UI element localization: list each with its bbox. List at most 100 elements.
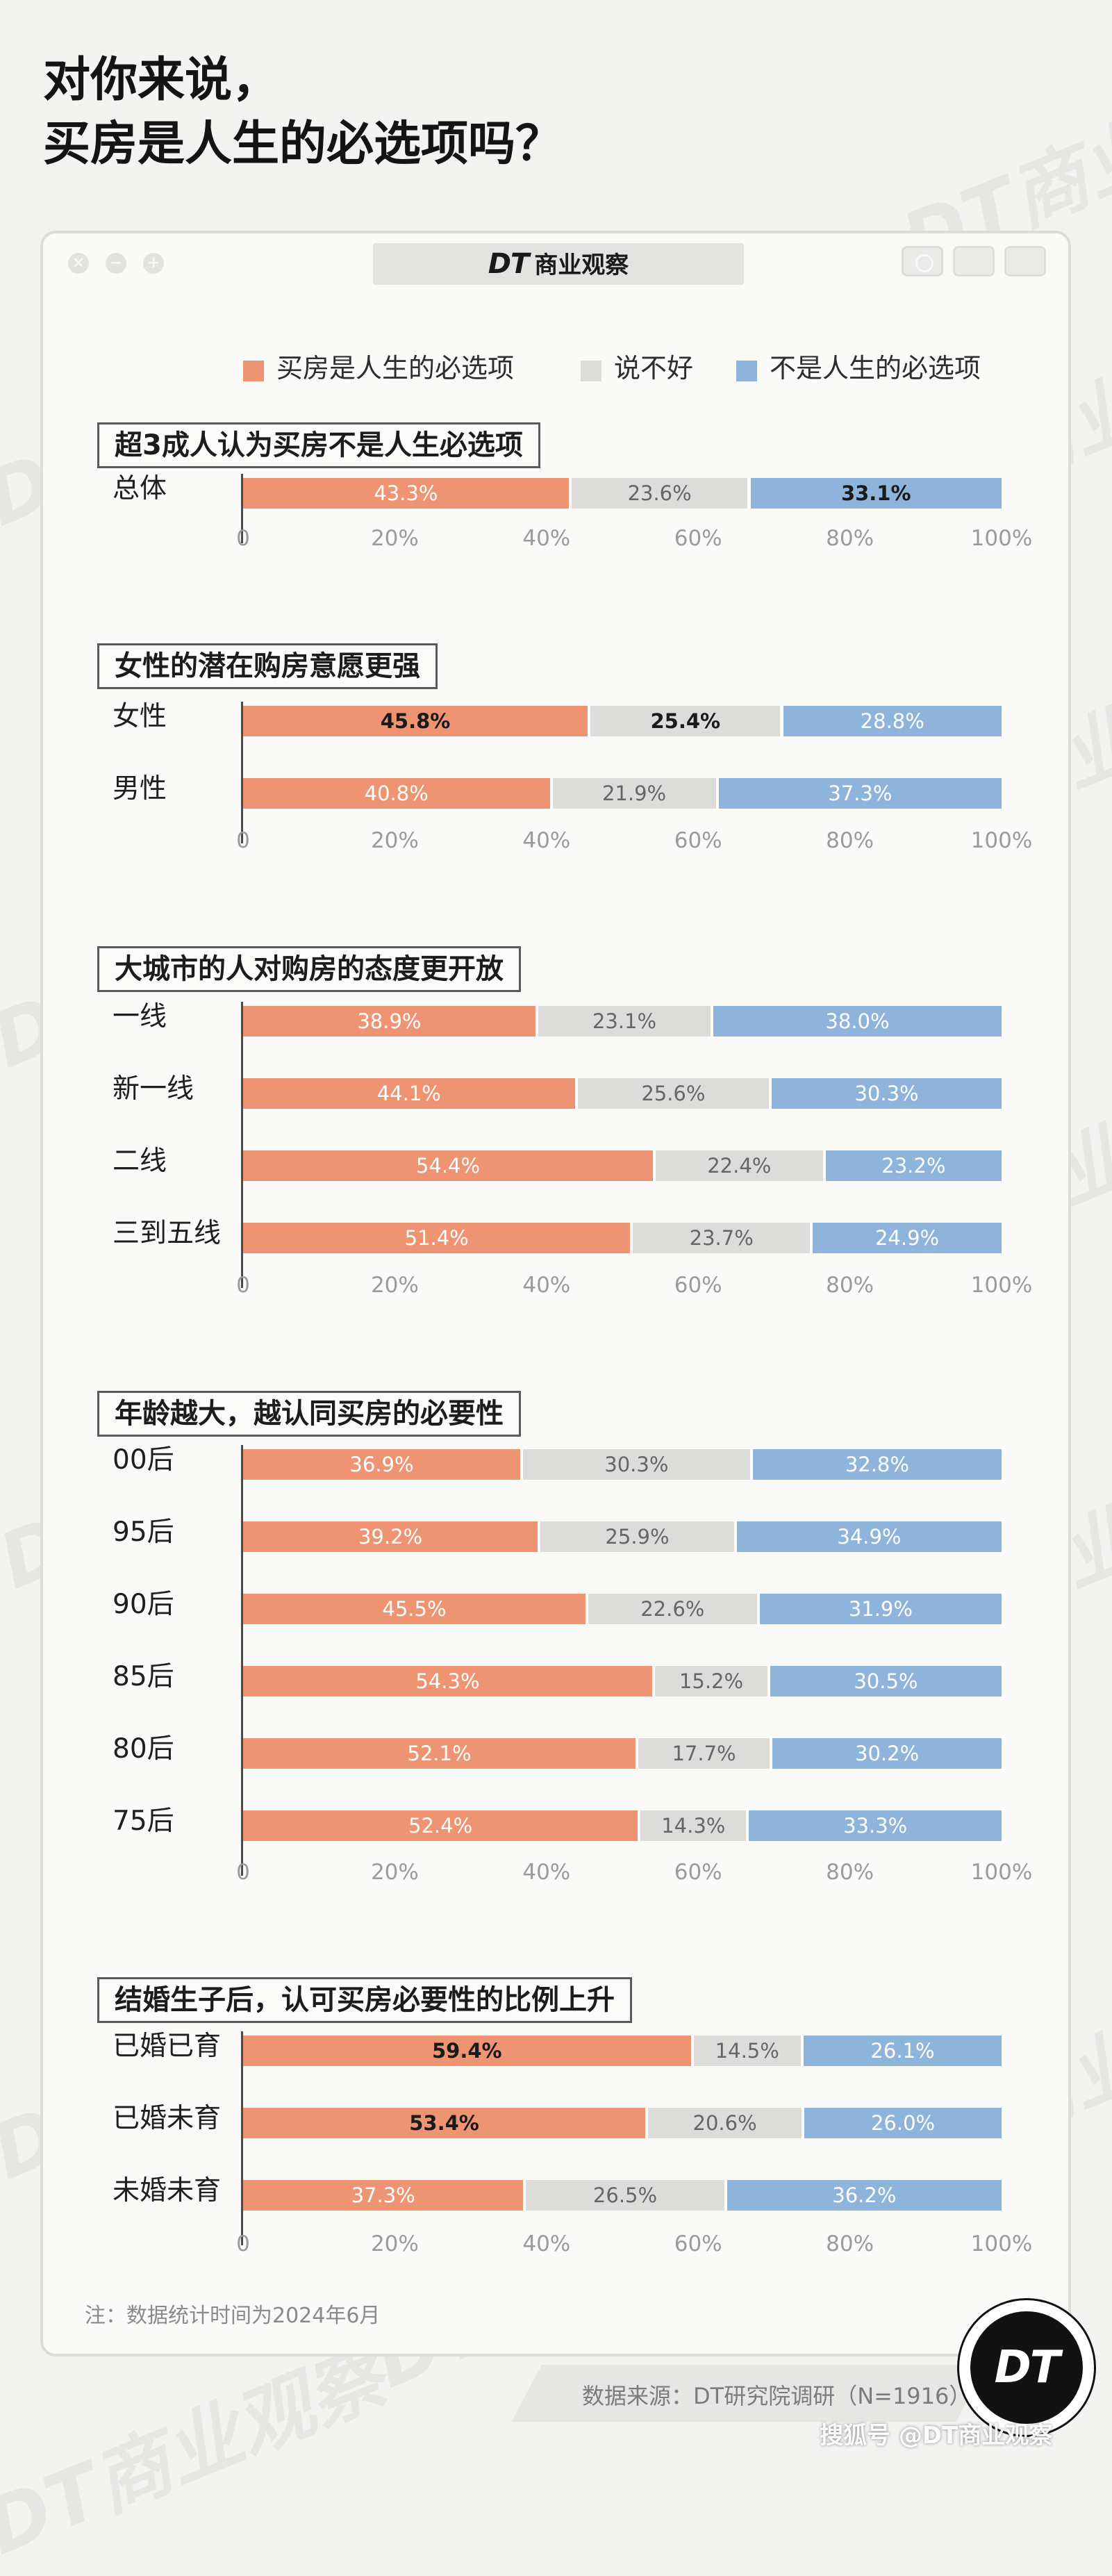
row-label: 90后 [113,1589,174,1620]
bar-segment-buy: 38.9% [243,1006,538,1037]
title-line-1: 对你来说， [43,53,280,108]
x-tick-label: 100% [970,526,1033,551]
y-axis-line-5 [241,2031,243,2245]
bar-segment-notbuy: 32.8% [752,1449,1002,1480]
bar-segment-buy: 39.2% [243,1521,541,1552]
x-tick-label: 60% [674,1860,722,1885]
x-tick-label: 0 [236,526,250,551]
x-tick-label: 40% [522,1273,571,1298]
bar-segment-buy: 52.4% [243,1810,641,1841]
x-tick-label: 60% [674,526,722,551]
bar-segment-buy: 53.4% [243,2108,649,2138]
x-tick-label: 20% [370,1860,419,1885]
x-tick-label: 40% [522,526,571,551]
bar-segment-unsure: 25.9% [540,1521,737,1552]
row-label: 男性 [113,773,167,804]
row-label: 已婚未育 [113,2103,222,2134]
copy-icon [1004,246,1046,276]
platform-tag: 搜狐号 @DT商业观察 [820,2422,1053,2450]
x-tick-label: 80% [826,526,874,551]
x-tick-label: 80% [826,2231,874,2256]
bar-segment-notbuy: 31.9% [759,1594,1002,1624]
x-tick-label: 20% [370,526,419,551]
x-tick-label: 100% [970,1273,1033,1298]
bar-segment-notbuy: 23.2% [825,1150,1002,1181]
bar-segment-buy: 59.4% [243,2036,694,2066]
bar-segment-buy: 51.4% [243,1223,633,1253]
bar-segment-buy: 43.3% [243,478,572,509]
legend-label-buy: 买房是人生的必选项 [276,353,515,383]
legend-label-unsure: 说不好 [614,353,694,383]
bar-segment-buy: 54.3% [243,1666,655,1696]
bar-segment-unsure: 23.6% [571,478,751,509]
brand-bar: DT 商业观察 [373,243,744,285]
x-tick-label: 40% [522,2231,571,2256]
x-tick-label: 100% [970,828,1033,853]
dt-logo: DT [957,2298,1096,2437]
x-tick-label: 20% [370,828,419,853]
y-axis-line-3 [241,1002,243,1288]
bar-segment-unsure: 23.7% [633,1223,813,1253]
bar-segment-buy: 36.9% [243,1449,523,1480]
x-tick-label: 80% [826,1860,874,1885]
bar-segment-notbuy: 30.3% [772,1078,1002,1109]
row-label: 75后 [113,1806,174,1837]
bar-segment-buy: 45.5% [243,1594,588,1624]
row-label: 95后 [113,1517,174,1548]
row-label: 00后 [113,1444,174,1476]
x-tick-label: 40% [522,828,571,853]
legend-swatch-notbuy [736,361,757,381]
x-tick-label: 80% [826,1273,874,1298]
x-tick-label: 20% [370,2231,419,2256]
row-label: 85后 [113,1661,174,1692]
row-label: 总体 [113,473,167,504]
x-tick-label: 0 [236,828,250,853]
bar-segment-notbuy: 38.0% [713,1006,1002,1037]
bar-segment-notbuy: 33.3% [749,1810,1002,1841]
y-axis-line-2 [241,702,243,843]
title-line-2: 买房是人生的必选项吗？ [43,117,563,172]
bar-segment-buy: 45.8% [243,706,591,736]
brand-mark: DT [488,248,529,280]
bar-segment-notbuy: 30.5% [770,1666,1002,1696]
x-tick-label: 0 [236,1273,250,1298]
footnote: 注：数据统计时间为2024年6月 [85,2304,381,2328]
bar-segment-unsure: 20.6% [648,2108,805,2138]
x-tick-label: 0 [236,1860,250,1885]
bar-segment-buy: 44.1% [243,1078,578,1109]
legend-swatch-buy [243,361,264,381]
brand-name: 商业观察 [534,251,629,279]
x-tick-label: 60% [674,2231,722,2256]
bar-segment-notbuy: 26.1% [804,2036,1002,2066]
bar-segment-unsure: 30.3% [522,1449,753,1480]
bar-segment-buy: 52.1% [243,1738,638,1769]
dt-logo-text: DT [970,2311,1083,2424]
row-label: 80后 [113,1733,174,1765]
bar-segment-unsure: 17.7% [638,1738,773,1769]
row-label: 未婚未育 [113,2175,222,2206]
bar-segment-notbuy: 36.2% [727,2180,1002,2211]
panel-window-bar: × − + DT 商业观察 [43,233,1068,292]
close-icon: × [68,253,89,274]
bar-segment-unsure: 22.6% [588,1594,760,1624]
bar-segment-unsure: 14.3% [640,1810,749,1841]
x-tick-label: 0 [236,2231,250,2256]
page-title: 对你来说， 买房是人生的必选项吗？ [43,49,807,176]
bar-segment-notbuy: 33.1% [750,478,1002,509]
legend-swatch-unsure [581,361,601,381]
bar-segment-unsure: 25.4% [590,706,783,736]
section-title-3: 大城市的人对购房的态度更开放 [97,946,521,992]
bar-segment-notbuy: 26.0% [804,2108,1002,2138]
bar-segment-unsure: 15.2% [655,1666,770,1696]
row-label: 女性 [113,701,167,732]
bar-segment-notbuy: 34.9% [736,1521,1002,1552]
y-axis-line-1 [241,474,243,543]
x-tick-label: 100% [970,1860,1033,1885]
row-label: 三到五线 [113,1218,222,1249]
minimize-icon: − [106,253,126,274]
x-tick-label: 60% [674,1273,722,1298]
section-title-5: 结婚生子后，认可买房必要性的比例上升 [97,1977,632,2023]
bar-segment-buy: 37.3% [243,2180,526,2211]
section-title-4: 年龄越大，越认同买房的必要性 [97,1391,521,1437]
section-title-2: 女性的潜在购房意愿更强 [97,643,438,689]
